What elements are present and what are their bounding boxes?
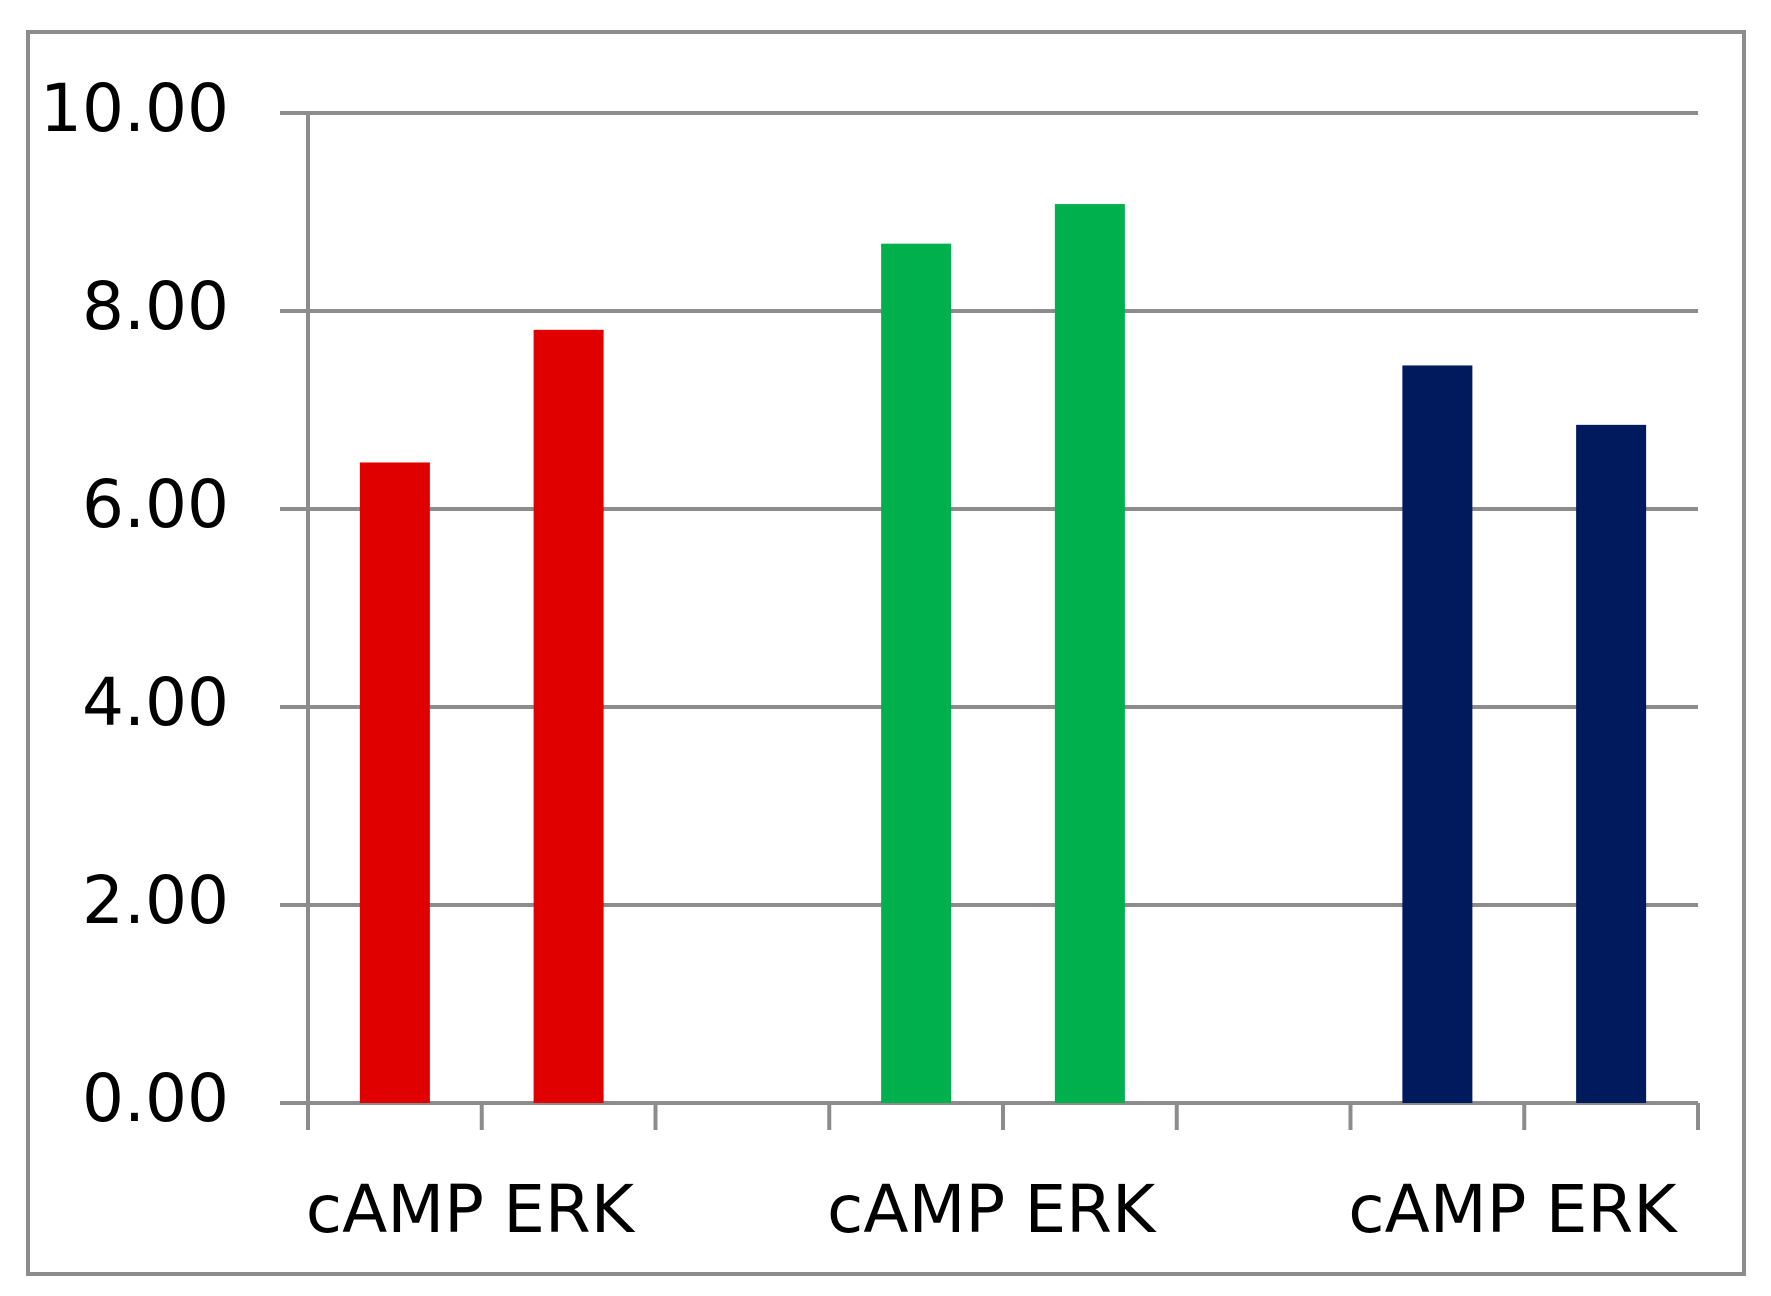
- bar: [533, 329, 604, 1103]
- x-tick-label: ERK: [503, 1171, 636, 1248]
- bar: [881, 243, 952, 1103]
- bar: [1054, 204, 1125, 1103]
- x-tick-label: cAMP: [306, 1171, 484, 1248]
- y-tick-label: 8.00: [82, 268, 229, 345]
- bar: [1576, 424, 1647, 1104]
- y-tick-label: 4.00: [82, 664, 229, 741]
- y-tick-label: 10.00: [40, 70, 229, 147]
- y-tick-label: 0.00: [82, 1060, 229, 1137]
- y-tick-label: 6.00: [82, 466, 229, 543]
- y-tick-label: 2.00: [82, 862, 229, 939]
- chart-border: [26, 30, 1746, 1276]
- bar: [359, 462, 430, 1104]
- x-tick-label: cAMP: [827, 1171, 1005, 1248]
- x-tick-label: ERK: [1546, 1171, 1679, 1248]
- bar: [1402, 365, 1473, 1103]
- x-tick-label: ERK: [1024, 1171, 1157, 1248]
- x-tick-label: cAMP: [1348, 1171, 1526, 1248]
